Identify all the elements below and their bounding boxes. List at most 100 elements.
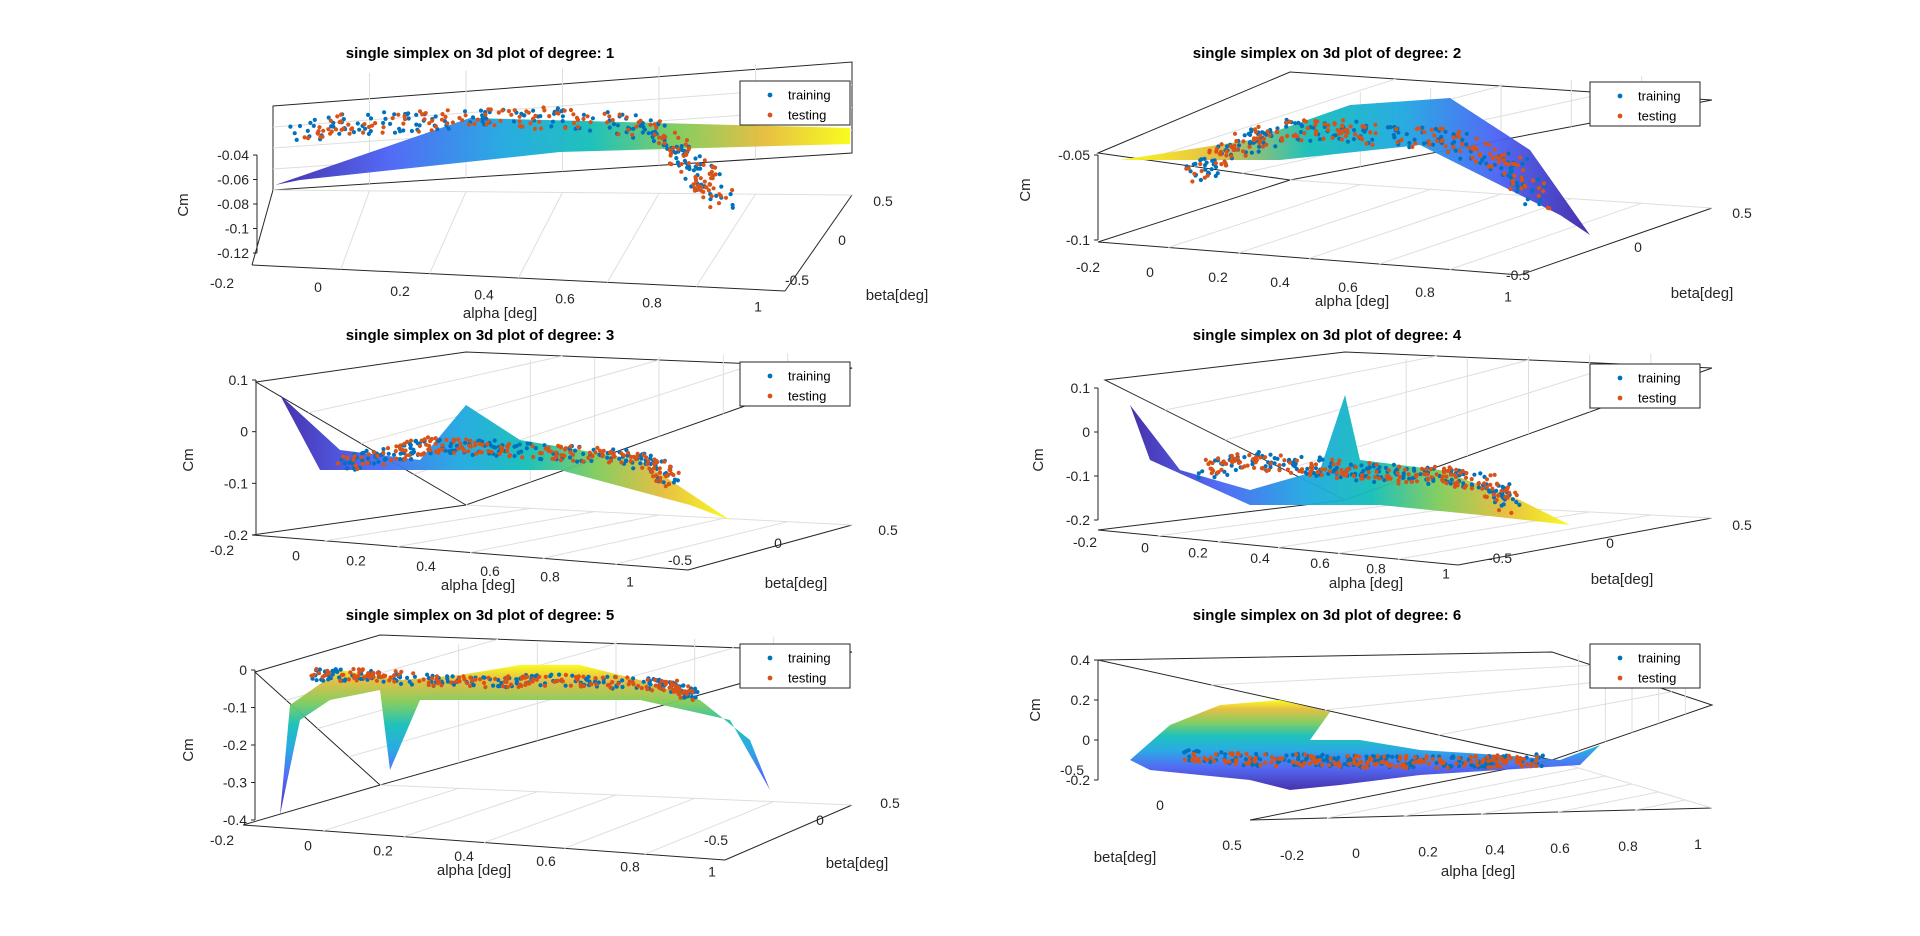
testing-point	[1534, 755, 1540, 760]
surface-fit	[275, 118, 850, 185]
testing-point	[668, 148, 673, 153]
testing-point	[1277, 463, 1282, 468]
testing-point	[633, 457, 639, 462]
testing-point	[1414, 479, 1420, 484]
testing-point	[1488, 482, 1493, 487]
training-point	[1317, 458, 1322, 463]
testing-point	[314, 667, 319, 672]
x-tick-label: -0.2	[210, 542, 234, 558]
testing-point	[492, 123, 497, 128]
training-point	[368, 116, 374, 121]
testing-point	[668, 464, 673, 469]
testing-point	[356, 667, 362, 672]
training-point	[648, 453, 653, 458]
z-tick-label: -0.4	[223, 812, 247, 828]
testing-point	[444, 437, 449, 442]
testing-point	[1230, 751, 1235, 756]
testing-point	[1280, 138, 1285, 143]
testing-point	[360, 461, 365, 466]
testing-point	[1370, 142, 1375, 147]
testing-point	[443, 114, 448, 119]
testing-point	[326, 671, 331, 676]
testing-point	[1242, 464, 1247, 469]
training-point	[624, 458, 629, 464]
training-point	[1336, 755, 1341, 760]
testing-point	[1351, 473, 1356, 478]
training-point	[514, 681, 519, 686]
training-point	[1191, 162, 1196, 167]
floor-edge	[251, 189, 274, 266]
testing-point	[662, 459, 667, 464]
training-point	[557, 672, 562, 677]
testing-point	[339, 112, 344, 117]
testing-point	[608, 685, 613, 690]
testing-point	[493, 676, 498, 682]
training-point	[463, 440, 468, 445]
testing-point	[1397, 464, 1402, 470]
back-pane	[1103, 351, 1713, 501]
training-point	[1517, 502, 1522, 507]
y-axis-label: beta[deg]	[1094, 849, 1157, 866]
testing-point	[486, 449, 491, 454]
testing-point	[1455, 132, 1460, 138]
testing-point	[1191, 751, 1196, 756]
testing-point	[1245, 463, 1250, 468]
testing-point	[1463, 760, 1468, 765]
training-point	[524, 446, 529, 451]
testing-point	[1219, 467, 1224, 472]
training-point	[1290, 462, 1296, 467]
testing-point	[1209, 755, 1214, 760]
training-point	[590, 116, 596, 121]
y-axis-line	[1519, 207, 1713, 276]
testing-point	[1321, 136, 1326, 141]
testing-point	[1334, 476, 1339, 481]
training-point	[682, 158, 688, 163]
training-point	[312, 117, 317, 122]
testing-point	[402, 117, 408, 122]
training-point	[1359, 463, 1364, 468]
z-axis-label: Cm	[180, 738, 197, 761]
chart-panel-5: single simplex on 3d plot of degree: 5 -0…	[180, 607, 900, 880]
training-point	[1476, 485, 1481, 490]
training-point	[1250, 462, 1255, 467]
testing-point	[361, 675, 367, 680]
testing-point	[1495, 754, 1500, 759]
training-legend-marker	[767, 373, 773, 379]
testing-point	[530, 444, 535, 449]
testing-point	[680, 690, 685, 695]
legend-entry-training: training	[788, 369, 831, 384]
testing-point	[1344, 127, 1349, 132]
testing-point	[669, 162, 674, 167]
testing-point	[678, 695, 683, 700]
testing-point	[381, 462, 386, 467]
z-axis-label: Cm	[1030, 448, 1047, 471]
training-point	[1460, 137, 1465, 142]
training-point	[1257, 144, 1262, 149]
testing-point	[676, 135, 681, 140]
testing-point	[706, 188, 712, 193]
testing-point	[537, 119, 542, 124]
training-point	[1331, 756, 1337, 761]
testing-point	[1451, 144, 1456, 149]
training-point	[314, 678, 319, 683]
testing-point	[698, 176, 703, 181]
testing-point	[451, 439, 456, 444]
testing-point	[1308, 473, 1313, 478]
chart-title: single simplex on 3d plot of degree: 3	[346, 327, 614, 344]
training-point	[550, 119, 556, 124]
testing-point	[1339, 137, 1345, 142]
training-point	[538, 114, 543, 119]
training-point	[1299, 454, 1304, 460]
training-point	[1449, 764, 1454, 769]
legend-entry-testing: testing	[1638, 391, 1676, 406]
testing-point	[433, 436, 438, 441]
testing-point	[692, 188, 698, 193]
legend: training testing	[1589, 363, 1701, 409]
testing-point	[468, 683, 473, 689]
testing-point	[1466, 145, 1472, 150]
testing-point	[1258, 138, 1263, 143]
training-point	[1345, 139, 1350, 144]
testing-point	[440, 447, 445, 452]
z-tick-label: -0.2	[224, 527, 248, 543]
testing-point	[394, 456, 399, 461]
